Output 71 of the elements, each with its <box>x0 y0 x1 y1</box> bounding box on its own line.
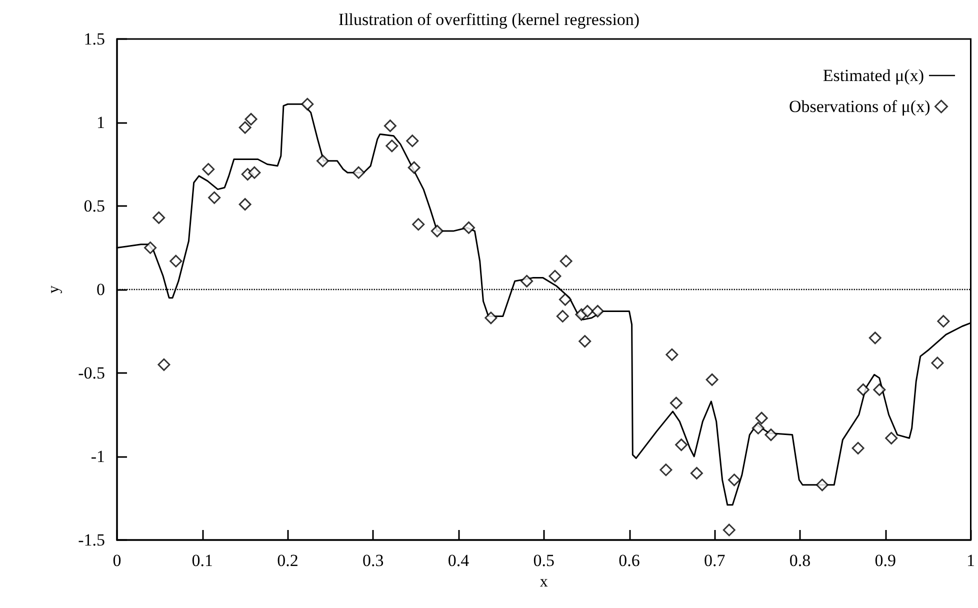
point <box>752 422 764 434</box>
x-tick-label: 0.2 <box>277 551 298 570</box>
x-tick-label: 0.4 <box>448 551 470 570</box>
point <box>558 293 572 306</box>
point <box>520 274 534 288</box>
point <box>556 310 569 322</box>
point <box>170 254 182 268</box>
point <box>244 112 258 126</box>
x-tick-label: 0 <box>112 551 122 570</box>
point <box>581 304 594 318</box>
y-tick-label: -1.5 <box>78 530 105 550</box>
x-tick-label: 0.7 <box>704 551 726 570</box>
y-tick-label: 1.5 <box>84 30 105 48</box>
point <box>208 191 221 204</box>
point <box>591 304 604 318</box>
point <box>462 221 475 234</box>
point <box>675 438 688 452</box>
point <box>660 464 672 476</box>
point <box>386 140 398 152</box>
x-axis-title: x <box>540 573 548 590</box>
point <box>722 524 736 536</box>
point <box>764 428 778 442</box>
point <box>885 432 898 444</box>
point <box>158 358 170 371</box>
point <box>868 332 882 344</box>
point <box>670 396 682 410</box>
point <box>560 254 572 268</box>
x-tick-label: 0.5 <box>533 551 554 570</box>
x-tick-label: 0.3 <box>362 551 384 570</box>
point <box>706 373 718 386</box>
point <box>301 98 314 110</box>
point <box>852 442 864 454</box>
point <box>238 121 252 134</box>
point <box>202 163 215 176</box>
y-tick-label: 0.5 <box>84 196 105 216</box>
y-axis-title: y <box>46 286 62 294</box>
point <box>578 335 592 348</box>
point <box>408 161 420 174</box>
point <box>406 134 419 148</box>
point <box>728 474 741 486</box>
point <box>316 154 330 168</box>
point <box>352 166 365 179</box>
y-tick-label: -0.5 <box>78 364 105 382</box>
x-tick-label: 1 <box>966 551 975 570</box>
point <box>238 198 252 211</box>
point <box>816 478 828 492</box>
point <box>873 383 886 396</box>
point <box>144 242 157 254</box>
x-tick-label: 0.8 <box>789 551 811 570</box>
point <box>484 312 498 324</box>
point <box>412 218 425 231</box>
point <box>248 166 261 179</box>
point <box>152 211 166 224</box>
legend-label: Estimated μ(x) <box>822 66 924 85</box>
point <box>856 383 870 396</box>
y-tick-label: 0 <box>96 280 105 299</box>
x-tick-label: 0.6 <box>618 551 640 570</box>
point <box>384 120 396 132</box>
chart-title: Illustration of overfitting (kernel regression) <box>338 10 640 29</box>
y-tick-label: -1 <box>90 447 105 466</box>
x-tick-label: 0.1 <box>192 551 213 570</box>
point <box>430 224 444 238</box>
x-tick-label: 0.9 <box>874 551 896 570</box>
point <box>690 466 703 480</box>
y-tick-label: 1 <box>96 113 105 132</box>
point <box>666 348 678 361</box>
point <box>755 412 768 424</box>
point <box>931 356 944 370</box>
point <box>548 270 562 282</box>
legend-label: Observations of μ(x) <box>788 97 930 116</box>
point <box>937 314 950 328</box>
